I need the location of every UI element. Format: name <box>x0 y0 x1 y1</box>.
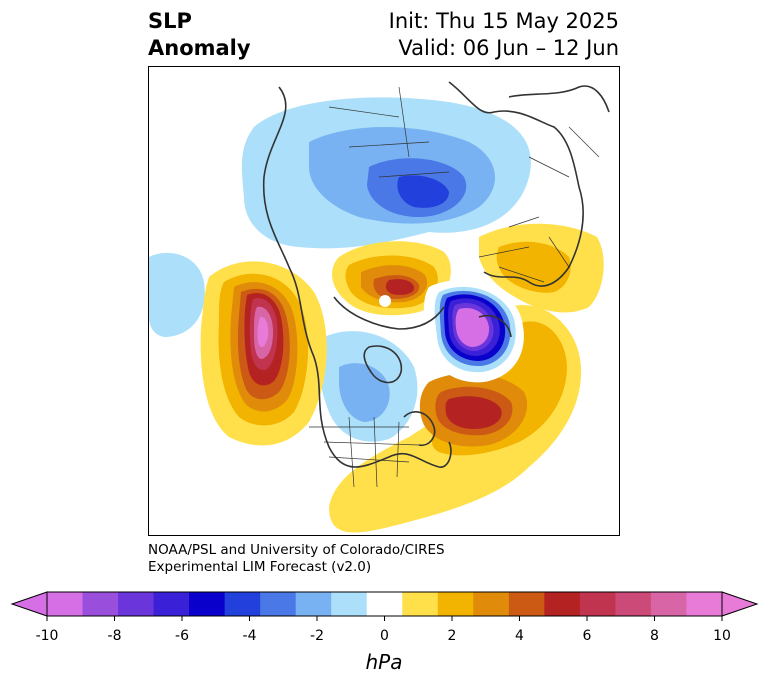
colorbar <box>10 591 759 621</box>
colorbar-tick-label: 0 <box>380 628 389 644</box>
colorbar-cell <box>544 592 581 616</box>
colorbar-tick-label: -10 <box>35 628 59 644</box>
colorbar-cell <box>189 592 226 616</box>
title-line2: Anomaly <box>148 36 251 60</box>
anomaly-positive-beaufort <box>332 241 451 316</box>
credit-line1: NOAA/PSL and University of Colorado/CIRE… <box>148 542 445 558</box>
anomaly-positive-north-atlantic <box>329 305 582 533</box>
map-panel <box>148 66 620 536</box>
colorbar-cell <box>118 592 155 616</box>
colorbar-extend-high <box>721 591 759 617</box>
colorbar-cell <box>615 592 652 616</box>
title-line1: SLP <box>148 9 192 33</box>
init-date: Init: Thu 15 May 2025 <box>388 9 619 33</box>
anomaly-negative-west-pacific <box>149 252 205 337</box>
colorbar-tick-label: -6 <box>175 628 189 644</box>
colorbar-ticks <box>46 616 723 621</box>
anomaly-negative-barents-kara <box>423 280 524 383</box>
colorbar-tick-label: 4 <box>515 628 524 644</box>
colorbar-tick-label: -2 <box>310 628 324 644</box>
colorbar-cell <box>402 592 439 616</box>
valid-dates: Valid: 06 Jun – 12 Jun <box>398 36 619 60</box>
colorbar-cell <box>47 592 84 616</box>
colorbar-cell <box>579 592 616 616</box>
forecast-dates: Init: Thu 15 May 2025 Valid: 06 Jun – 12… <box>389 8 619 62</box>
colorbar-cell <box>437 592 474 616</box>
colorbar-cell <box>366 592 403 616</box>
coastlines <box>262 81 610 468</box>
colorbar-cell <box>508 592 545 616</box>
credit-text: NOAA/PSL and University of Colorado/CIRE… <box>148 542 445 576</box>
colorbar-tick-label: 6 <box>582 628 592 644</box>
colorbar-tick-label: 10 <box>713 628 731 644</box>
colorbar-cells <box>47 592 723 616</box>
colorbar-cell <box>260 592 297 616</box>
anomaly-map <box>149 81 610 533</box>
colorbar-cell <box>473 592 510 616</box>
colorbar-tick-label: 8 <box>650 628 659 644</box>
colorbar-cell <box>686 592 723 616</box>
borders <box>309 86 600 488</box>
anomaly-negative-siberia <box>241 97 531 249</box>
colorbar-tick-label: -4 <box>242 628 257 644</box>
anomaly-positive-europe-inner <box>496 241 571 293</box>
colorbar-tick-label: 2 <box>447 628 457 644</box>
colorbar-cell <box>331 592 368 616</box>
colorbar-cell <box>82 592 119 616</box>
colorbar-cell <box>650 592 687 616</box>
colorbar-units: hPa <box>365 650 403 674</box>
colorbar-cell <box>224 592 261 616</box>
colorbar-cell <box>153 592 190 616</box>
colorbar-tick-label: -8 <box>107 628 122 644</box>
colorbar-cell <box>295 592 332 616</box>
chart-title: SLP Anomaly <box>148 8 251 62</box>
credit-line2: Experimental LIM Forecast (v2.0) <box>148 559 372 575</box>
colorbar-extend-low <box>10 591 48 617</box>
anomaly-positive-north-pacific <box>200 261 327 446</box>
